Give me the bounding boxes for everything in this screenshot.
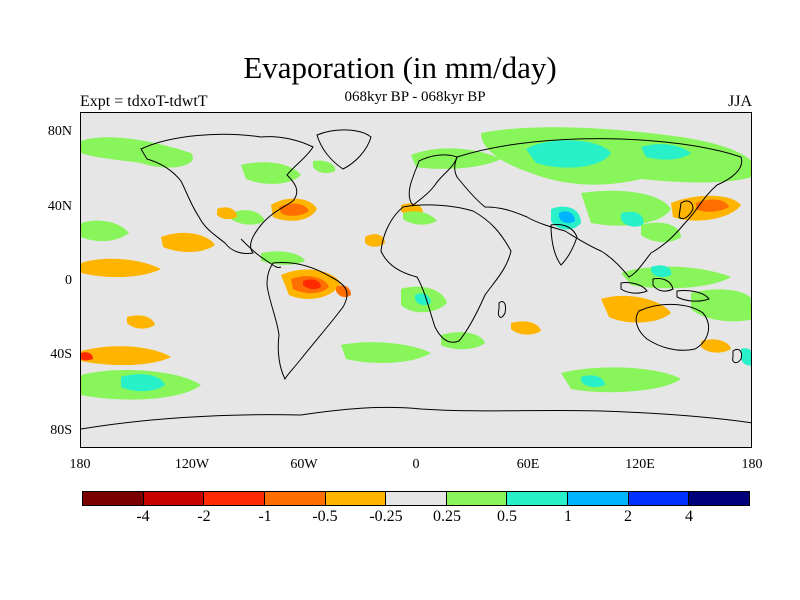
ytick-label: 80S — [50, 423, 72, 438]
colorbar-label: -1 — [258, 508, 272, 525]
anomaly-patch-minus1 — [81, 352, 93, 361]
anomaly-fields — [81, 127, 751, 400]
anomaly-patch-minus05 — [336, 285, 351, 298]
anomaly-patch-negative — [161, 232, 215, 252]
colorbar-swatch — [568, 492, 629, 505]
xtick-label: 60E — [516, 457, 540, 472]
colorbar-label: 4 — [685, 508, 693, 525]
xtick-label: 180 — [741, 457, 763, 472]
colorbar-swatch — [204, 492, 265, 505]
colorbar-label: 1 — [564, 508, 572, 525]
colorbar-label: 0.25 — [433, 508, 461, 525]
anomaly-patch-positive — [691, 289, 751, 322]
anomaly-patch-positive — [231, 210, 265, 225]
colorbar-label: -4 — [136, 508, 150, 525]
anomaly-patch-minus05 — [696, 199, 729, 212]
anomaly-patch-plus1 — [741, 348, 751, 366]
anomaly-patch-positive — [81, 220, 129, 242]
anomaly-patch-negative — [81, 346, 171, 366]
anomaly-patch-negative — [127, 315, 155, 329]
ytick-label: 0 — [65, 273, 72, 288]
colorbar-swatch — [628, 492, 690, 505]
xtick-label: 180 — [69, 457, 91, 472]
colorbar-swatch — [83, 492, 144, 505]
anomaly-patch-plus1 — [121, 374, 165, 392]
ytick-label: 40N — [47, 199, 72, 214]
season-label: JJA — [727, 93, 752, 110]
ytick-label: 40S — [50, 347, 72, 362]
colorbar-swatch — [446, 492, 508, 505]
anomaly-patch-negative — [701, 339, 731, 353]
colorbar-swatch — [507, 492, 569, 505]
anomaly-patch-plus1 — [526, 140, 611, 168]
xtick-label: 60W — [290, 457, 318, 472]
map-panel — [80, 112, 752, 448]
anomaly-patch-plus1 — [621, 211, 644, 227]
anomaly-patch-negative — [601, 295, 671, 323]
anomaly-patch-negative — [81, 258, 161, 278]
plot-subtitle: 068kyr BP - 068kyr BP — [344, 89, 486, 105]
colorbar-label: 2 — [624, 508, 632, 525]
anomaly-patch-positive — [403, 211, 437, 225]
colorbar-label: -0.25 — [369, 508, 403, 525]
xtick-label: 0 — [412, 457, 420, 472]
anomaly-patch-negative — [365, 234, 385, 247]
ytick-label: 80N — [47, 124, 72, 139]
anomaly-patch-positive — [621, 266, 731, 289]
colorbar-swatch — [689, 492, 750, 505]
anomaly-patch-positive — [261, 251, 305, 265]
colorbar-label: -0.5 — [312, 508, 338, 525]
xtick-label: 120W — [174, 457, 210, 472]
anomaly-patch-plus1 — [651, 265, 672, 278]
colorbar-swatch — [325, 492, 387, 505]
colorbar-swatch — [143, 492, 205, 505]
anomaly-patch-negative — [217, 207, 237, 220]
anomaly-patch-minus05 — [279, 203, 309, 216]
anomaly-patch-positive — [561, 367, 681, 393]
colorbar-swatch — [264, 492, 326, 505]
colorbar-label: -2 — [197, 508, 211, 525]
world-map — [81, 127, 751, 430]
plot-title: Evaporation (in mm/day) — [243, 50, 557, 85]
anomaly-patch-minus1 — [303, 279, 321, 290]
anomaly-patch-plus2 — [559, 211, 575, 224]
experiment-label: Expt = tdxoT-tdwtT — [80, 93, 208, 110]
anomaly-patch-positive — [81, 137, 193, 168]
colorbar-label: 0.5 — [497, 508, 517, 525]
anomaly-patch-plus1 — [641, 144, 691, 160]
anomaly-patch-positive — [641, 222, 681, 243]
anomaly-patch-plus1 — [581, 375, 605, 388]
anomaly-patch-positive — [313, 160, 336, 174]
anomaly-patch-positive — [441, 332, 485, 350]
coastlines — [81, 129, 751, 430]
colorbar-swatch — [386, 492, 447, 505]
anomaly-patch-negative — [511, 321, 541, 335]
anomaly-patch-positive — [581, 190, 671, 226]
anomaly-patch-positive — [241, 162, 301, 184]
colorbar — [82, 491, 750, 506]
anomaly-patch-positive — [481, 127, 751, 185]
anomaly-patch-positive — [341, 342, 431, 363]
xtick-label: 120E — [625, 457, 655, 472]
